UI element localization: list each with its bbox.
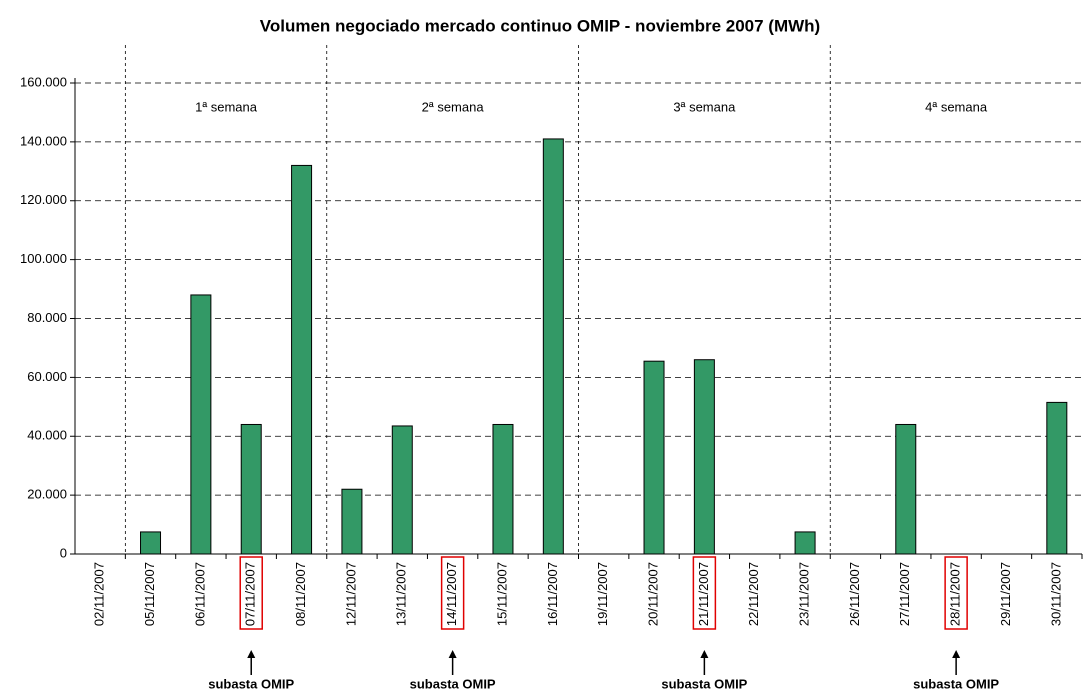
x-tick-label: 19/11/2007	[595, 562, 610, 626]
x-tick-label: 16/11/2007	[545, 562, 560, 626]
x-tick-label: 06/11/2007	[192, 562, 207, 626]
x-tick-label: 21/11/2007	[696, 562, 711, 626]
bar	[240, 423, 262, 555]
x-tick-label: 12/11/2007	[343, 562, 358, 626]
x-tick-label: 27/11/2007	[897, 562, 912, 626]
y-tick-label: 40.000	[27, 428, 67, 443]
highlight-box	[239, 556, 263, 630]
bar	[140, 531, 162, 555]
highlight-box	[440, 556, 465, 630]
x-tick-label: 07/11/2007	[243, 562, 258, 626]
x-tick-label: 08/11/2007	[293, 562, 308, 626]
annotation: subasta OMIP	[208, 676, 294, 691]
arrow-head	[700, 650, 709, 658]
y-tick-label: 100.000	[20, 251, 67, 266]
week-label: 2ª semana	[422, 99, 485, 114]
annotation: subasta OMIP	[661, 676, 747, 691]
bar	[1046, 401, 1068, 555]
bar	[895, 423, 917, 555]
x-tick-label: 13/11/2007	[394, 562, 409, 626]
highlight-box	[692, 556, 717, 630]
bar	[190, 294, 212, 555]
y-tick-label: 80.000	[27, 310, 67, 325]
highlight-box	[944, 556, 968, 630]
y-tick-label: 160.000	[20, 74, 67, 89]
x-tick-label: 05/11/2007	[142, 562, 157, 626]
bar	[643, 360, 665, 555]
x-tick-label: 22/11/2007	[746, 562, 761, 626]
bar	[492, 423, 514, 555]
week-label: 3ª semana	[673, 99, 736, 114]
y-tick-label: 120.000	[20, 192, 67, 207]
y-tick-label: 0	[60, 545, 67, 560]
x-tick-label: 30/11/2007	[1048, 562, 1063, 626]
bar	[291, 164, 313, 555]
x-tick-label: 02/11/2007	[92, 562, 107, 626]
bar	[341, 488, 363, 555]
bar	[693, 359, 715, 555]
x-tick-label: 23/11/2007	[797, 562, 812, 626]
arrow-head	[448, 650, 457, 658]
y-tick-label: 20.000	[27, 487, 67, 502]
bar	[391, 425, 413, 555]
x-tick-label: 15/11/2007	[494, 562, 509, 626]
arrow-head	[247, 650, 256, 658]
chart-title: Volumen negociado mercado continuo OMIP …	[260, 16, 820, 35]
annotation: subasta OMIP	[913, 676, 999, 691]
arrow-head	[952, 650, 961, 658]
y-tick-label: 60.000	[27, 369, 67, 384]
x-tick-label: 26/11/2007	[847, 562, 862, 626]
week-label: 1ª semana	[195, 99, 258, 114]
x-tick-label: 20/11/2007	[645, 562, 660, 626]
bar	[794, 531, 816, 555]
x-tick-label: 14/11/2007	[444, 562, 459, 626]
bar	[542, 138, 564, 555]
y-tick-label: 140.000	[20, 133, 67, 148]
annotation: subasta OMIP	[410, 676, 496, 691]
x-tick-label: 28/11/2007	[948, 562, 963, 626]
week-label: 4ª semana	[925, 99, 988, 114]
x-tick-label: 29/11/2007	[998, 562, 1013, 626]
